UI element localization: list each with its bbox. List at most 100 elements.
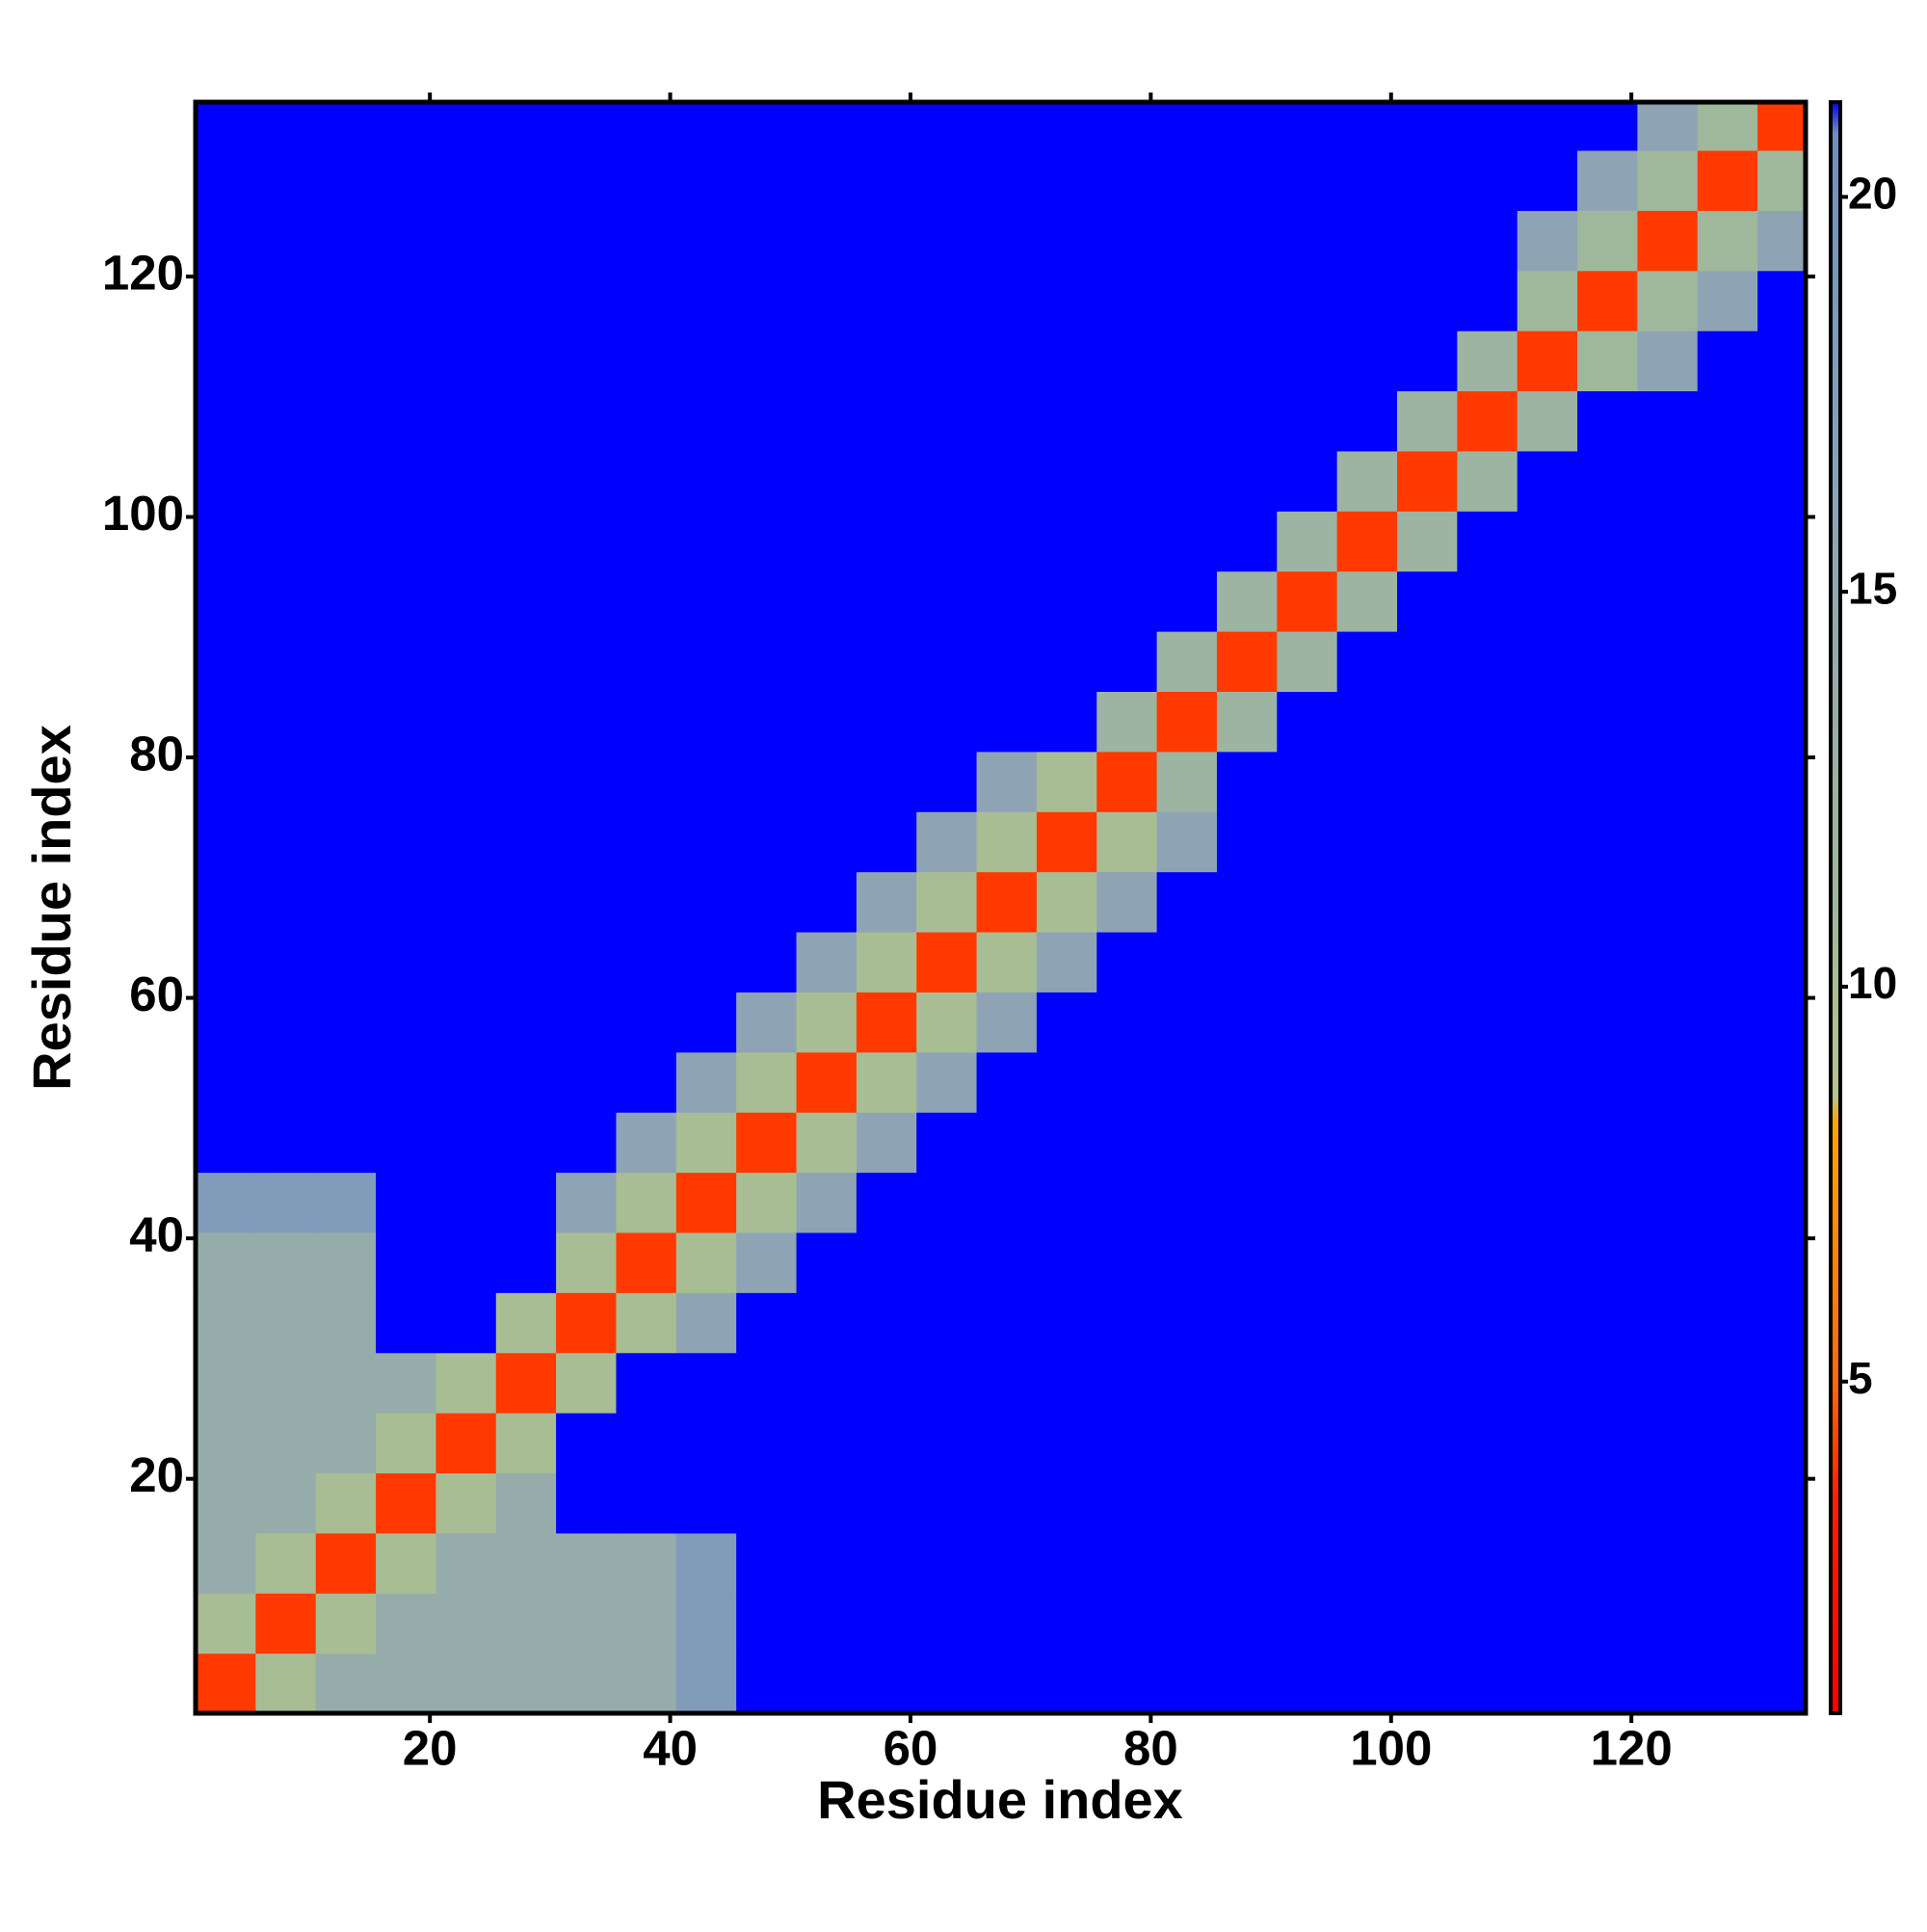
- heatmap-cell: [1457, 1352, 1518, 1414]
- heatmap-cell: [556, 1352, 618, 1414]
- heatmap-cell: [315, 992, 377, 1053]
- heatmap-cell: [856, 210, 917, 272]
- heatmap-cell: [1697, 992, 1758, 1053]
- heatmap-cell: [1216, 631, 1278, 693]
- heatmap-cell: [1697, 811, 1758, 873]
- heatmap-cell: [1277, 1292, 1338, 1354]
- heatmap-cell: [436, 1653, 497, 1714]
- heatmap-cell: [1216, 210, 1278, 272]
- heatmap-cell: [1757, 1653, 1807, 1714]
- heatmap-cell: [976, 1472, 1038, 1534]
- heatmap-cell: [1757, 1413, 1807, 1474]
- heatmap-cell: [495, 992, 557, 1053]
- heatmap-cell: [1096, 390, 1158, 452]
- heatmap-cell: [1156, 511, 1218, 572]
- heatmap-cell: [255, 811, 317, 873]
- heatmap-cell: [1096, 511, 1158, 572]
- heatmap-cell: [1216, 1112, 1278, 1174]
- heatmap-cell: [315, 450, 377, 512]
- heatmap-cell: [436, 691, 497, 753]
- heatmap-cell: [1156, 1532, 1218, 1594]
- heatmap-cell: [1637, 1653, 1699, 1714]
- heatmap-cell: [255, 751, 317, 812]
- heatmap-cell: [556, 691, 618, 753]
- heatmap-cell: [856, 631, 917, 693]
- heatmap-cell: [1336, 210, 1398, 272]
- heatmap-cell: [1397, 1593, 1458, 1654]
- heatmap-cell: [1637, 149, 1699, 211]
- heatmap-cell: [255, 1112, 317, 1174]
- heatmap-cell: [1637, 631, 1699, 693]
- heatmap-cell: [736, 511, 798, 572]
- heatmap-cell: [376, 1532, 437, 1594]
- heatmap-cell: [1577, 1292, 1639, 1354]
- heatmap-cell: [495, 1593, 557, 1654]
- heatmap-cell: [376, 1472, 437, 1534]
- heatmap-cell: [1457, 1051, 1518, 1113]
- heatmap-cell: [1757, 210, 1807, 272]
- heatmap-cell: [1156, 1231, 1218, 1293]
- heatmap-cell: [1397, 149, 1458, 211]
- heatmap-cell: [1156, 1593, 1218, 1654]
- heatmap-cell: [556, 931, 618, 992]
- heatmap-cell: [1096, 931, 1158, 992]
- heatmap-cell: [1277, 1413, 1338, 1474]
- heatmap-cell: [1216, 871, 1278, 933]
- heatmap-cell: [255, 331, 317, 392]
- heatmap-cell: [1397, 1352, 1458, 1414]
- heatmap-cell: [196, 931, 256, 992]
- heatmap-cell: [315, 210, 377, 272]
- heatmap-cell: [1156, 570, 1218, 632]
- heatmap-cell: [1156, 1292, 1218, 1354]
- heatmap-cell: [796, 631, 858, 693]
- heatmap-cell: [255, 931, 317, 992]
- heatmap-cell: [495, 1231, 557, 1293]
- heatmap-cell: [796, 811, 858, 873]
- heatmap-cell: [1277, 511, 1338, 572]
- heatmap-cell: [916, 450, 978, 512]
- heatmap-cell: [1637, 450, 1699, 512]
- heatmap-cell: [1637, 931, 1699, 992]
- heatmap-cell: [736, 1532, 798, 1594]
- heatmap-cell: [1697, 1051, 1758, 1113]
- heatmap-cell: [616, 1653, 677, 1714]
- heatmap-cell: [976, 691, 1038, 753]
- heatmap-cell: [196, 1172, 256, 1233]
- heatmap-cell: [315, 1352, 377, 1414]
- heatmap-cell: [436, 450, 497, 512]
- heatmap-cell: [1457, 1532, 1518, 1594]
- heatmap-cell: [556, 1413, 618, 1474]
- heatmap-cell: [1336, 1352, 1398, 1414]
- heatmap-cell: [976, 1532, 1038, 1594]
- heatmap-cell: [376, 450, 437, 512]
- heatmap-cell: [1336, 149, 1398, 211]
- heatmap-cell: [495, 931, 557, 992]
- heatmap-cell: [1637, 811, 1699, 873]
- heatmap-cell: [495, 1653, 557, 1714]
- heatmap-cell: [1637, 1292, 1699, 1354]
- heatmap-cell: [675, 331, 737, 392]
- heatmap-cell: [1036, 210, 1097, 272]
- heatmap-cell: [796, 871, 858, 933]
- heatmap-cell: [1457, 570, 1518, 632]
- heatmap-cell: [1457, 811, 1518, 873]
- heatmap-cell: [616, 102, 677, 151]
- heatmap-cell: [436, 1231, 497, 1293]
- heatmap-cell: [196, 270, 256, 331]
- heatmap-cell: [1697, 1352, 1758, 1414]
- heatmap-cell: [1036, 1653, 1097, 1714]
- heatmap-cell: [1457, 1172, 1518, 1233]
- heatmap-cell: [1397, 570, 1458, 632]
- heatmap-cell: [315, 1172, 377, 1233]
- heatmap-cell: [1457, 1593, 1518, 1654]
- heatmap-cell: [1156, 149, 1218, 211]
- heatmap-cell: [1397, 270, 1458, 331]
- heatmap-cell: [255, 1172, 317, 1233]
- heatmap-cell: [255, 992, 317, 1053]
- heatmap-cell: [1096, 1472, 1158, 1534]
- heatmap-cell: [315, 931, 377, 992]
- heatmap-cell: [736, 331, 798, 392]
- heatmap-cell: [796, 102, 858, 151]
- heatmap-cell: [976, 1292, 1038, 1354]
- heatmap-cell: [1457, 270, 1518, 331]
